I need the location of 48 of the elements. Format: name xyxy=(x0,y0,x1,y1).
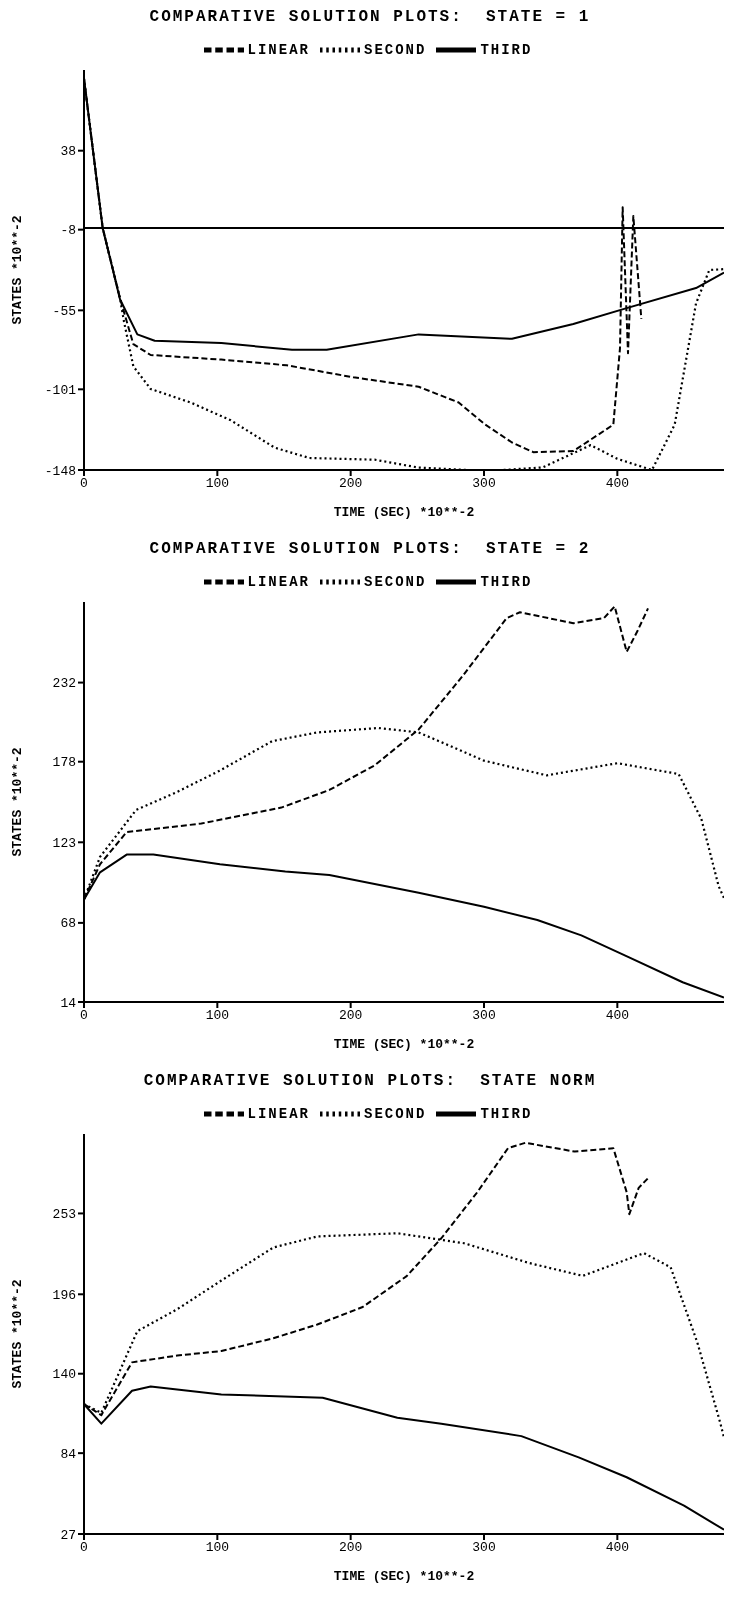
y-tick-label: -55 xyxy=(52,303,76,319)
legend-label: LINEAR xyxy=(247,1105,310,1122)
x-axis-title: TIME (SEC) *10**-2 xyxy=(333,505,475,520)
y-tick-label: 27 xyxy=(60,1527,76,1543)
x-tick-label: 400 xyxy=(605,1008,630,1024)
x-tick-label: 0 xyxy=(80,1008,88,1024)
chart-title: COMPARATIVE SOLUTION PLOTS: STATE = 2 xyxy=(148,540,592,558)
y-tick-label: 84 xyxy=(60,1446,77,1462)
x-tick-label: 300 xyxy=(472,476,496,492)
x-tick-label: 100 xyxy=(205,476,230,492)
y-tick-label: 68 xyxy=(60,916,76,932)
legend-label: SECOND xyxy=(363,41,427,58)
legend-label: SECOND xyxy=(363,573,427,590)
legend-label: THIRD xyxy=(480,573,533,590)
chart-title: COMPARATIVE SOLUTION PLOTS: STATE = 1 xyxy=(148,8,592,26)
legend-label: SECOND xyxy=(363,1105,427,1122)
x-tick-label: 200 xyxy=(338,1008,363,1024)
chart-title: COMPARATIVE SOLUTION PLOTS: STATE NORM xyxy=(142,1072,598,1090)
x-tick-label: 200 xyxy=(338,1540,363,1556)
y-tick-label: -101 xyxy=(44,382,77,398)
x-tick-label: 300 xyxy=(472,1008,496,1024)
y-tick-label: 178 xyxy=(52,755,76,771)
y-axis-title: STATES *10**-2 xyxy=(9,747,25,857)
legend-label: LINEAR xyxy=(247,573,310,590)
x-axis-title: TIME (SEC) *10**-2 xyxy=(333,1569,475,1584)
y-tick-label: 140 xyxy=(52,1367,76,1383)
y-tick-label: -8 xyxy=(60,223,76,239)
y-tick-label: 123 xyxy=(52,835,76,851)
x-tick-label: 100 xyxy=(205,1540,230,1556)
y-tick-label: 14 xyxy=(60,995,77,1011)
x-tick-label: 400 xyxy=(605,476,630,492)
y-tick-label: -148 xyxy=(44,463,76,479)
x-tick-label: 0 xyxy=(80,476,88,492)
y-tick-label: 196 xyxy=(52,1287,76,1303)
x-tick-label: 200 xyxy=(338,476,363,492)
legend-label: THIRD xyxy=(480,1105,533,1122)
y-tick-label: 38 xyxy=(60,144,76,160)
x-axis-title: TIME (SEC) *10**-2 xyxy=(333,1037,475,1052)
legend-label: THIRD xyxy=(480,41,533,58)
y-tick-label: 232 xyxy=(52,676,76,692)
x-tick-label: 0 xyxy=(80,1540,88,1556)
x-tick-label: 400 xyxy=(605,1540,630,1556)
x-tick-label: 100 xyxy=(205,1008,230,1024)
x-tick-label: 300 xyxy=(472,1540,496,1556)
legend-label: LINEAR xyxy=(247,41,310,58)
y-axis-title: STATES *10**-2 xyxy=(9,1279,25,1389)
y-tick-label: 253 xyxy=(52,1207,76,1223)
y-axis-title: STATES *10**-2 xyxy=(9,215,25,325)
